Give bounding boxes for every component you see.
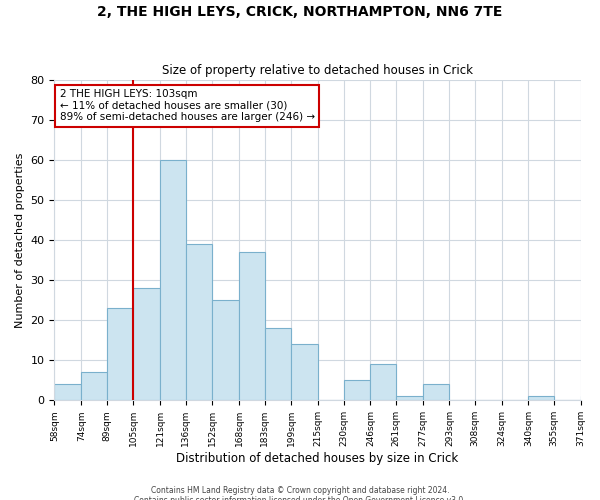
Bar bbox=[185, 244, 212, 400]
Text: 2, THE HIGH LEYS, CRICK, NORTHAMPTON, NN6 7TE: 2, THE HIGH LEYS, CRICK, NORTHAMPTON, NN… bbox=[97, 5, 503, 19]
Bar bbox=[265, 328, 292, 400]
Bar bbox=[395, 396, 422, 400]
Y-axis label: Number of detached properties: Number of detached properties bbox=[15, 152, 25, 328]
Bar bbox=[81, 372, 107, 400]
Bar bbox=[422, 384, 449, 400]
Bar bbox=[529, 396, 554, 400]
Bar bbox=[160, 160, 185, 400]
X-axis label: Distribution of detached houses by size in Crick: Distribution of detached houses by size … bbox=[176, 452, 458, 465]
Bar bbox=[239, 252, 265, 400]
Bar bbox=[370, 364, 395, 400]
Text: Contains public sector information licensed under the Open Government Licence v3: Contains public sector information licen… bbox=[134, 496, 466, 500]
Bar bbox=[107, 308, 133, 400]
Bar bbox=[581, 396, 600, 400]
Text: 2 THE HIGH LEYS: 103sqm
← 11% of detached houses are smaller (30)
89% of semi-de: 2 THE HIGH LEYS: 103sqm ← 11% of detache… bbox=[59, 89, 315, 122]
Bar bbox=[212, 300, 239, 400]
Bar bbox=[133, 288, 160, 401]
Title: Size of property relative to detached houses in Crick: Size of property relative to detached ho… bbox=[162, 64, 473, 77]
Bar bbox=[55, 384, 81, 400]
Text: Contains HM Land Registry data © Crown copyright and database right 2024.: Contains HM Land Registry data © Crown c… bbox=[151, 486, 449, 495]
Bar bbox=[292, 344, 318, 401]
Bar bbox=[344, 380, 370, 400]
